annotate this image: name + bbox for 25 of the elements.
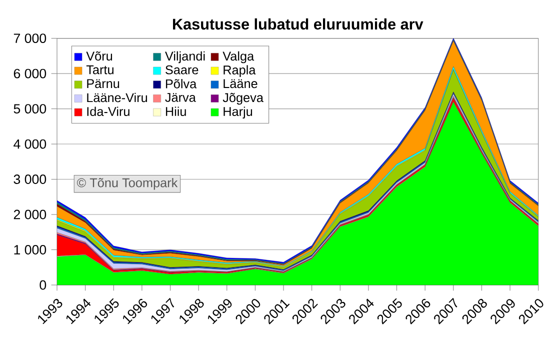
y-tick-label: 6 000 [14,68,46,78]
legend-label: Viljandi [165,51,205,64]
legend-label: Lääne-Viru [87,92,148,102]
legend-label: Valga [222,51,254,64]
legend-label: Rapla [224,65,256,77]
y-tick-label: 5 000 [14,104,46,114]
annotation: © Tõnu Toompark [76,178,178,190]
legend-label: Harju [224,106,252,119]
legend-label: Jõgeva [222,92,264,105]
y-tick-label: 0 [40,280,46,290]
legend-label: Põlva [166,79,197,88]
y-tick-label: 3 000 [14,174,46,184]
legend-label: Tartu [86,65,114,74]
legend-label: Ida-Viru [87,106,130,116]
legend-label: Hiiu [166,106,186,116]
legend-label: Saare [166,65,198,74]
legend-label: Järva [165,93,196,102]
chart-title: Kasutusse lubatud eluruumide arv [173,18,424,30]
y-tick-label: 1 000 [14,245,46,254]
legend-label: Pärnu [87,79,120,88]
legend-label: Lääne [224,79,258,88]
y-tick-label: 7 000 [14,34,46,44]
legend-label: Võru [86,51,112,61]
y-tick-label: 4 000 [14,139,46,149]
y-tick-label: 2 000 [14,210,46,220]
